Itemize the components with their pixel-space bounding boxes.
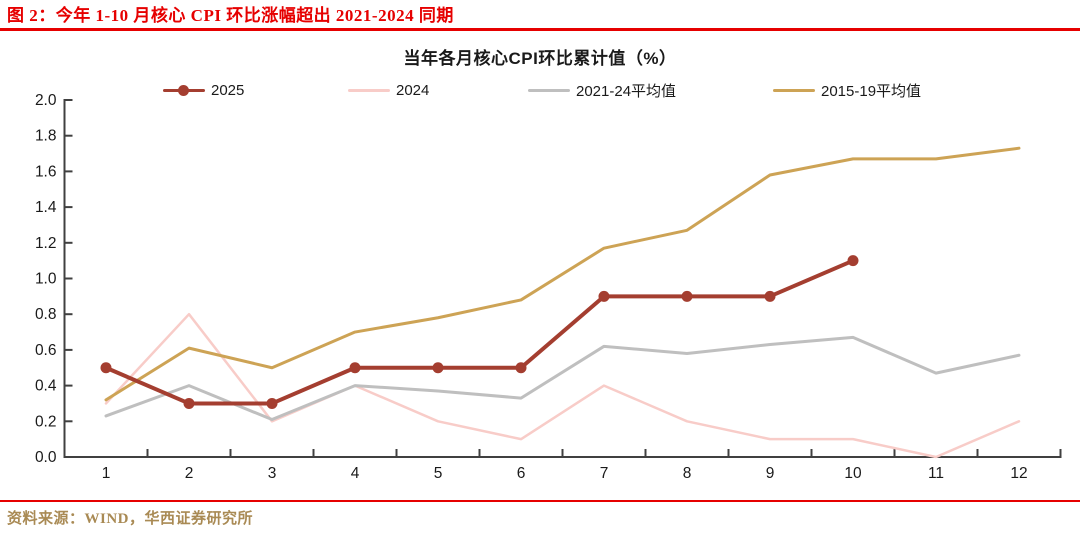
y-tick-label: 0.4 <box>35 378 57 395</box>
y-tick-label: 1.4 <box>35 199 57 216</box>
series-2025-marker <box>100 362 112 374</box>
chart-title: 当年各月核心CPI环比累计值（%） <box>403 49 677 68</box>
legend-dot-icon <box>178 84 189 96</box>
x-tick-label: 5 <box>434 465 443 482</box>
series-2025-marker <box>764 290 776 302</box>
x-tick-label: 7 <box>600 465 609 482</box>
series-2025-marker <box>847 255 859 267</box>
legend-swatch-2025 <box>163 81 205 99</box>
figure-caption: 图 2：今年 1-10 月核心 CPI 环比涨幅超出 2021-2024 同期 <box>7 6 454 25</box>
caption-underline <box>0 28 1080 31</box>
y-tick-label: 1.8 <box>35 128 57 145</box>
x-tick-label: 11 <box>928 465 944 482</box>
series-2024-line <box>104 312 1021 459</box>
series-2021-24-line <box>104 335 1021 422</box>
y-tick-label: 0.0 <box>35 449 57 466</box>
legend-item-2021-24: 2021-24平均值 <box>528 81 677 100</box>
legend-item-2025: 2025 <box>163 81 244 99</box>
x-tick-label: 4 <box>351 465 360 482</box>
series-2025-line <box>104 258 855 406</box>
x-tick-label: 9 <box>766 465 775 482</box>
legend-swatch-2021-24 <box>528 81 570 99</box>
series-2015-19 <box>104 146 1021 402</box>
source-note: 资料来源：WIND，华西证券研究所 <box>7 511 254 527</box>
x-tick-label: 3 <box>268 465 277 482</box>
y-tick-label: 2.0 <box>35 92 57 109</box>
legend-swatch-2024 <box>348 81 390 99</box>
series-2025 <box>100 255 859 409</box>
legend-swatch-2015-19 <box>773 81 815 99</box>
legend-label: 2024 <box>396 81 430 99</box>
y-tick-label: 1.2 <box>35 235 57 252</box>
series-2015-19-line <box>104 146 1021 402</box>
series-2025-marker <box>681 290 693 302</box>
x-tick-label: 8 <box>683 465 692 482</box>
legend-label: 2025 <box>211 81 245 99</box>
legend-line-icon <box>348 88 390 92</box>
series-2021-24 <box>104 335 1021 422</box>
y-tick-label: 1.6 <box>35 163 57 180</box>
series-2025-marker <box>432 362 444 374</box>
series-2025-marker <box>598 290 610 302</box>
source-divider <box>0 500 1080 502</box>
series-2025-marker <box>349 362 361 374</box>
series-2025-marker <box>515 362 527 374</box>
axes <box>63 99 1062 458</box>
x-tick-label: 2 <box>185 465 194 482</box>
tick-labels: 0.00.20.40.60.81.01.21.41.61.82.01 2 3 4 5 6 7… <box>35 92 1028 482</box>
y-tick-label: 0.6 <box>35 342 57 359</box>
chart-legend: 2025 2024 2021-24平均值 2015-19平均值 <box>0 81 1080 101</box>
series-2024 <box>104 312 1021 459</box>
legend-item-2024: 2024 <box>348 81 429 99</box>
y-tick-label: 0.2 <box>35 413 57 430</box>
x-tick-label: 10 <box>844 465 862 482</box>
series-2025-marker <box>183 397 195 409</box>
x-tick-label: 12 <box>1010 465 1027 482</box>
x-tick-label: 6 <box>517 465 526 482</box>
y-tick-label: 0.8 <box>35 306 57 323</box>
series-2025-marker <box>266 397 278 409</box>
legend-line-icon <box>773 88 815 92</box>
legend-item-2015-19: 2015-19平均值 <box>773 81 922 100</box>
x-tick-label: 1 <box>102 465 111 482</box>
legend-label: 2015-19平均值 <box>821 82 922 100</box>
y-tick-label: 1.0 <box>35 271 57 288</box>
legend-line-icon <box>528 88 570 92</box>
legend-label: 2021-24平均值 <box>576 82 677 100</box>
